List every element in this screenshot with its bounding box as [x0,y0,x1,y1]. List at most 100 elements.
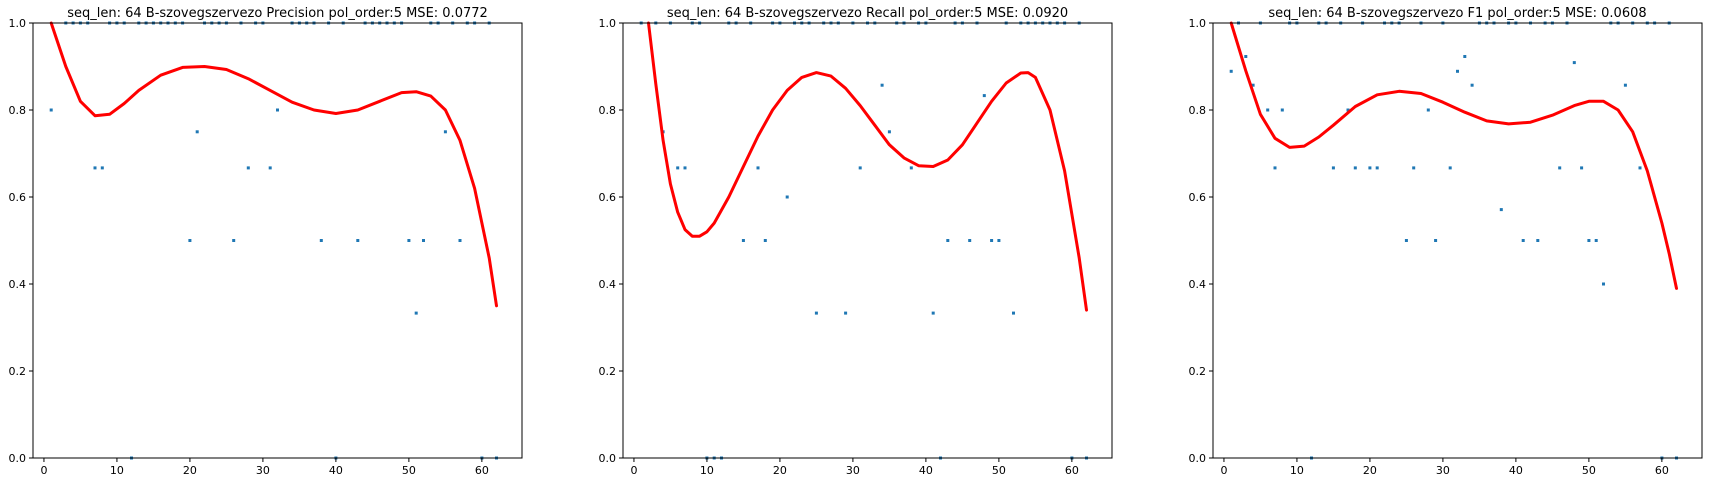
y-tick-label: 0.8 [9,104,27,117]
data-point [1012,311,1015,315]
data-point [1448,166,1452,170]
y-tick-label: 0.4 [9,278,27,291]
y-tick-label: 0.2 [1189,365,1207,378]
x-tick-label: 20 [1363,464,1377,477]
y-tick-label: 1.0 [599,17,617,30]
data-point [1521,239,1525,242]
y-tick-label: 0.8 [1189,104,1207,117]
data-point [319,239,323,242]
axes-frame [32,22,523,459]
x-tick-label: 0 [40,464,47,477]
data-point [683,166,687,170]
x-tick-label: 60 [1655,464,1669,477]
x-tick-label: 50 [402,464,416,477]
data-point [1368,166,1372,170]
data-point [93,166,97,170]
y-tick-label: 0.6 [9,191,27,204]
data-point [1470,83,1474,87]
x-tick-label: 50 [1582,464,1596,477]
data-point [763,239,767,242]
data-point [188,239,192,242]
data-point [1331,166,1335,170]
data-point [756,166,760,170]
data-point [858,166,862,170]
x-tick-label: 60 [1065,464,1079,477]
x-tick-label: 40 [1509,464,1523,477]
data-point [1587,239,1591,242]
data-point [887,130,891,134]
data-point [990,239,994,242]
data-point [1463,55,1467,58]
x-tick-label: 30 [256,464,270,477]
chart-title: seq_len: 64 B-szovegszervezo Recall pol_… [667,6,1068,21]
data-point [268,166,272,170]
data-point [946,239,950,242]
data-point [1499,208,1503,212]
x-tick-label: 10 [110,464,124,477]
data-point [785,195,789,199]
x-tick-label: 20 [773,464,787,477]
fit-curve [49,21,498,308]
data-point [1623,83,1627,87]
data-point [1580,166,1584,170]
x-tick-label: 0 [1220,464,1227,477]
data-point [1280,108,1284,112]
y-tick-label: 0.4 [599,278,617,291]
data-point [1273,166,1277,170]
data-point [1602,282,1605,286]
data-point [1558,166,1562,170]
y-tick-label: 0.6 [1189,191,1207,204]
data-point [1404,239,1408,242]
data-point [676,166,680,170]
data-point [443,130,447,134]
x-tick-label: 30 [1436,464,1450,477]
data-point [982,94,986,98]
data-point [997,239,1001,242]
data-point [458,239,462,242]
data-point [1456,69,1459,73]
x-tick-label: 10 [1290,464,1304,477]
data-point [356,239,360,242]
data-point [414,311,418,315]
x-tick-label: 20 [183,464,197,477]
data-point [968,239,972,242]
x-tick-label: 40 [329,464,343,477]
data-point [844,311,848,315]
y-tick-label: 0.2 [9,365,27,378]
y-tick-label: 0.0 [599,452,617,465]
data-point [422,239,425,242]
y-tick-label: 0.2 [599,365,617,378]
data-point [931,311,935,315]
y-tick-label: 1.0 [1189,17,1207,30]
x-tick-label: 50 [992,464,1006,477]
data-point [49,108,53,112]
y-tick-label: 0.8 [599,104,617,117]
data-point [880,83,884,87]
data-point [1594,239,1598,242]
data-point [1266,108,1270,112]
data-point [1346,108,1350,112]
data-point [1229,69,1233,73]
x-tick-label: 30 [846,464,860,477]
data-point [246,166,250,170]
data-point [1434,239,1438,242]
plot-area [49,21,498,460]
x-tick-label: 0 [630,464,637,477]
chart-title: seq_len: 64 B-szovegszervezo F1 pol_orde… [1268,6,1646,21]
data-point [814,311,818,315]
axes-frame [1212,22,1703,459]
data-point [1638,166,1642,170]
data-point [1412,166,1416,170]
chart-panel-3: seq_len: 64 B-szovegszervezo F1 pol_orde… [1189,6,1703,477]
data-point [1572,61,1576,65]
y-tick-label: 0.4 [1189,278,1207,291]
fit-curve [647,21,1088,312]
data-point [276,108,279,112]
plot-area [1229,21,1678,460]
x-tick-label: 40 [919,464,933,477]
data-point [407,239,411,242]
y-tick-label: 0.0 [1189,452,1207,465]
data-point [909,166,913,170]
